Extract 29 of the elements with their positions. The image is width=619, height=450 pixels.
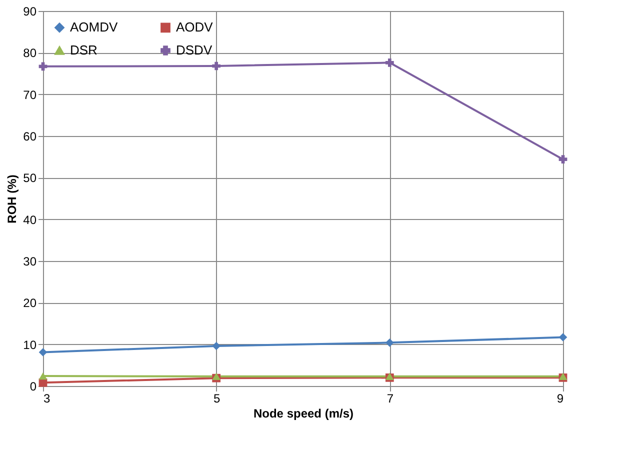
x-tick-label: 5 xyxy=(213,392,220,406)
point xyxy=(38,62,48,71)
point xyxy=(212,62,221,70)
y-tick-label: 20 xyxy=(23,296,37,310)
point xyxy=(558,155,568,164)
x-axis-title: Node speed (m/s) xyxy=(253,406,354,420)
point xyxy=(212,342,221,350)
y-tick-label: 30 xyxy=(23,254,37,268)
x-tick-label: 9 xyxy=(556,392,564,406)
point xyxy=(385,338,394,347)
point xyxy=(558,333,568,342)
point xyxy=(38,372,48,380)
y-axis-title: ROH (%) xyxy=(5,174,20,224)
legend-label: DSDV xyxy=(176,42,212,58)
x-tick-label: 7 xyxy=(386,392,394,406)
legend-label: DSR xyxy=(70,42,98,58)
x-tick-label: 3 xyxy=(44,392,50,406)
y-tick-label: 40 xyxy=(23,212,37,227)
point xyxy=(38,348,48,356)
y-tick-label: 70 xyxy=(23,88,37,102)
y-tick-label: 90 xyxy=(23,4,37,18)
legend-label: AODV xyxy=(176,20,214,35)
y-tick-label: 10 xyxy=(23,338,37,352)
y-tick-label: 80 xyxy=(23,46,37,60)
y-tick-label: 0 xyxy=(30,380,37,394)
y-tick-label: 60 xyxy=(23,130,37,144)
legend-label: AOMDV xyxy=(70,20,118,35)
y-tick-label: 50 xyxy=(23,171,37,186)
point xyxy=(385,58,394,67)
